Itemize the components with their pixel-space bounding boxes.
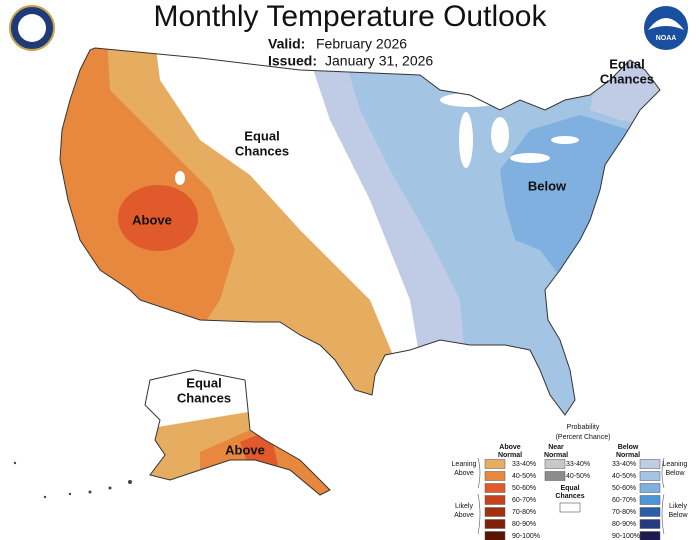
legend-label: 60-70% — [612, 497, 636, 504]
doc-logo-inner — [18, 14, 46, 42]
legend-title: (Percent Chance) — [556, 434, 611, 441]
column-header: Above — [499, 444, 521, 451]
title: Monthly Temperature Outlook — [154, 0, 548, 33]
legend-swatch — [544, 459, 566, 469]
legend-swatch — [484, 507, 506, 517]
issued: January 31, 2026 — [325, 53, 433, 69]
legend-label: 40-50% — [612, 473, 636, 480]
legend-label: 60-70% — [512, 497, 536, 504]
legend-label: 80-90% — [612, 521, 636, 528]
bracket — [477, 493, 481, 535]
legend-swatch — [639, 507, 661, 517]
legend-label: 33-40% — [566, 461, 590, 468]
legend-label: 33-40% — [512, 461, 536, 468]
legend-swatch — [639, 531, 661, 540]
legend-swatch — [484, 483, 506, 493]
legend-swatch — [639, 483, 661, 493]
legend-title: Probability — [567, 424, 600, 431]
legend-label: 70-80% — [612, 509, 636, 516]
legend-swatch — [639, 459, 661, 469]
column-header: Near — [548, 444, 564, 451]
column-header: Normal — [616, 452, 640, 459]
alaska — [145, 370, 330, 495]
legend-label: 90-100% — [612, 533, 640, 540]
column-header: Below — [618, 444, 639, 451]
column-header: Normal — [544, 452, 568, 459]
map-label: Above — [225, 442, 265, 457]
legend: AboveNormal33-40%40-50%50-60%60-70%70-80… — [477, 444, 665, 540]
side-label: Below — [668, 512, 688, 519]
equal-chances-swatch — [559, 502, 581, 513]
legend-swatch — [544, 471, 566, 481]
side-label: Above — [454, 470, 474, 477]
conus-outline — [59, 47, 661, 416]
legend-label: 70-80% — [512, 509, 536, 516]
noaa-text: NOAA — [656, 35, 677, 42]
valid: February 2026 — [316, 36, 407, 52]
equal-chances: Equal — [560, 485, 579, 492]
side-label: Above — [454, 512, 474, 519]
map-label: Equal — [186, 375, 221, 390]
map-label: Chances — [235, 143, 289, 158]
bracket — [661, 457, 665, 489]
legend-label: 90-100% — [512, 533, 540, 540]
noaa-bird — [648, 18, 684, 30]
legend-swatch — [484, 471, 506, 481]
bracket — [661, 493, 665, 535]
equal-chances: Chances — [555, 493, 584, 500]
legend-swatch — [639, 471, 661, 481]
legend-label: 80-90% — [512, 521, 536, 528]
legend-label: 50-60% — [512, 485, 536, 492]
map-label: Equal — [609, 56, 644, 71]
legend-swatch — [484, 519, 506, 529]
side-label: Likely — [455, 503, 473, 510]
legend-label: 50-60% — [612, 485, 636, 492]
legend-label: 40-50% — [512, 473, 536, 480]
map-label: Chances — [600, 71, 654, 86]
map-label: Below — [528, 178, 567, 193]
map-label: Equal — [244, 128, 279, 143]
legend-label: 40-50% — [566, 473, 590, 480]
alaska-outline — [144, 369, 331, 496]
legend-swatch — [484, 459, 506, 469]
legend-swatch — [639, 495, 661, 505]
aleutians — [13, 461, 132, 499]
side-label: Below — [665, 470, 685, 477]
column-header: Normal — [498, 452, 522, 459]
noaa-logo — [644, 6, 688, 50]
side-label: Leaning — [663, 461, 688, 468]
map-label: Chances — [177, 390, 231, 405]
legend-swatch — [484, 495, 506, 505]
legend-label: 33-40% — [612, 461, 636, 468]
conus — [60, 48, 660, 415]
side-label: Leaning — [452, 461, 477, 468]
legend-swatch — [484, 531, 506, 540]
map-label: Above — [132, 212, 172, 227]
valid-label: Valid: — [268, 36, 305, 52]
issued-label: Issued: — [268, 53, 317, 69]
side-label: Likely — [669, 503, 687, 510]
legend-swatch — [639, 519, 661, 529]
bracket — [477, 457, 481, 489]
